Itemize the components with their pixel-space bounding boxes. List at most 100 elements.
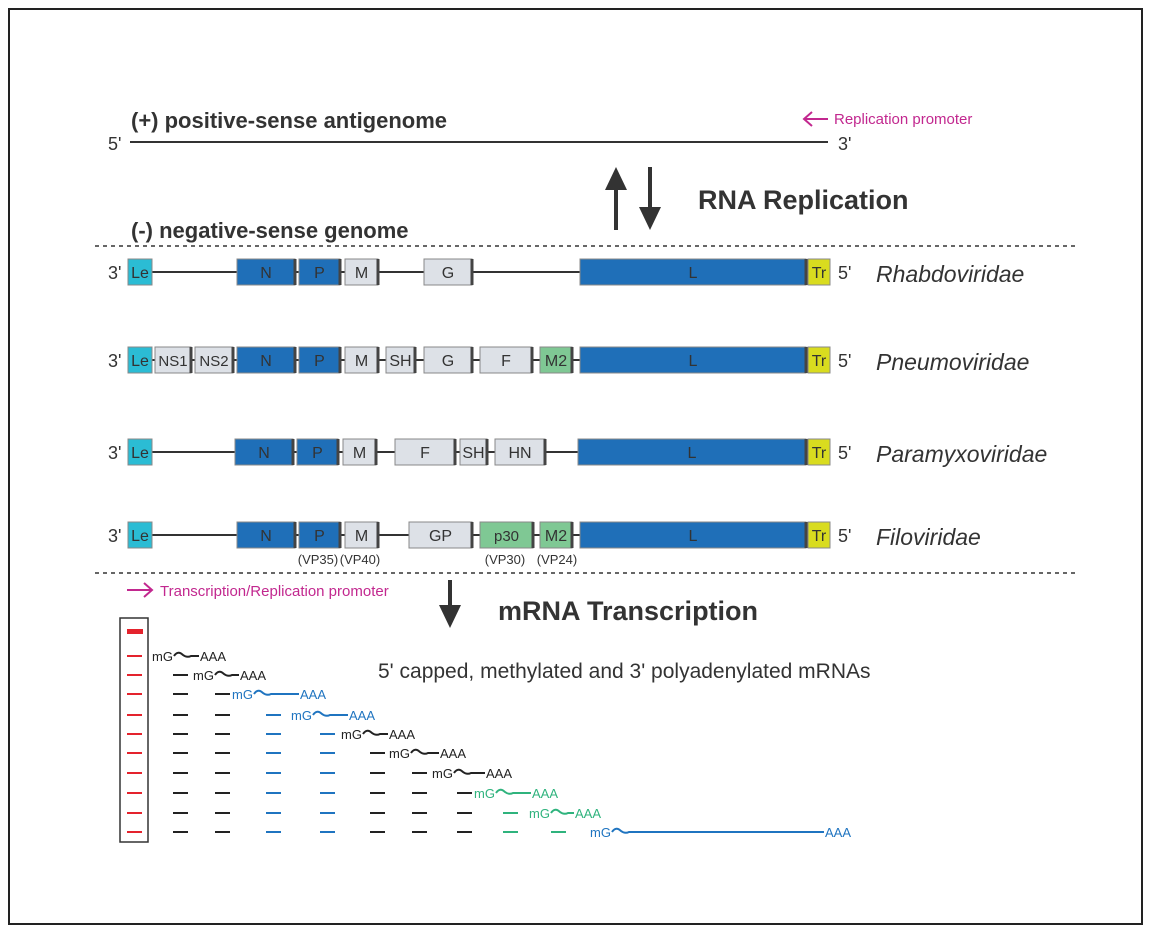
mrna-body (253, 689, 299, 696)
genome-3prime: 3' (108, 526, 121, 546)
mrna-body (550, 808, 574, 815)
gene-label: L (689, 528, 698, 545)
gene-l: L (579, 258, 808, 286)
mrna-cap: mG (291, 708, 312, 723)
genome-row-rhabdoviridae: 3' 5' Le N P M G L Tr Rhabdoviridae (108, 258, 1024, 287)
mrna-cap: mG (232, 687, 253, 702)
antigenome-3prime: 3' (838, 134, 851, 154)
gene-ns1: NS1 (154, 346, 193, 374)
mrna-row: mG AAA (127, 687, 326, 702)
mrna-polya: AAA (349, 708, 375, 723)
mrna-polya: AAA (440, 746, 466, 761)
gene-label: P (314, 528, 325, 545)
gene-label: Le (131, 265, 149, 282)
mrna-polya: AAA (240, 668, 266, 683)
mrna-cap: mG (432, 766, 453, 781)
family-name: Paramyxoviridae (876, 441, 1047, 467)
gene-p30: p30 (VP30) (479, 521, 535, 567)
gene-label: SH (462, 445, 484, 462)
mrna-polya: AAA (389, 727, 415, 742)
tr-promoter-label: Transcription/Replication promoter (160, 583, 389, 600)
mrna-polya: AAA (825, 825, 851, 840)
gene-m: M (344, 258, 380, 286)
mrna-polya: AAA (486, 766, 512, 781)
mrna-polya: AAA (200, 649, 226, 664)
mrna-row: mG AAA (127, 649, 226, 664)
replication-arrows-icon (605, 167, 661, 230)
gene-label: L (689, 265, 698, 282)
gene-p: P (296, 438, 340, 466)
gene-sh: SH (385, 346, 417, 374)
mrna-row: mG AAA (127, 806, 601, 821)
rna-replication-label: RNA Replication (698, 185, 909, 215)
mrna-cap: mG (341, 727, 362, 742)
gene-label: N (260, 528, 272, 545)
gene-alias: (VP30) (485, 552, 525, 567)
mrna-row: mG AAA (127, 825, 851, 840)
gene-le: Le (127, 258, 153, 286)
gene-label: GP (429, 528, 452, 545)
gene-n: N (236, 521, 297, 549)
gene-le: Le (127, 521, 153, 549)
antigenome-label: (+) positive-sense antigenome (131, 108, 447, 133)
gene-alias: (VP35) (298, 552, 338, 567)
gene-label: Le (131, 528, 149, 545)
gene-label: M (355, 528, 368, 545)
genome-row-pneumoviridae: 3' 5' Le NS1 NS2 N P M SH G F M2 L Tr Pneumoviridae (108, 346, 1029, 375)
genome-row-paramyxoviridae: 3' 5' Le N P M F SH HN L Tr Paramyxoviridae (108, 438, 1047, 467)
genome-3prime: 3' (108, 351, 121, 371)
mrna-body (453, 768, 485, 775)
gene-le: Le (127, 438, 153, 466)
mrna-cap: mG (590, 825, 611, 840)
gene-m2: M2 (539, 346, 574, 374)
gene-p: P (VP35) (298, 521, 342, 567)
gene-g: G (423, 346, 474, 374)
gene-label: Tr (812, 445, 827, 462)
family-name: Rhabdoviridae (876, 261, 1024, 287)
mrna-row: mG AAA (127, 786, 558, 801)
gene-label: G (442, 265, 454, 282)
mrna-polya: AAA (532, 786, 558, 801)
gene-n: N (236, 258, 297, 286)
genome-5prime: 5' (838, 443, 851, 463)
mrna-body (173, 651, 199, 658)
gene-p: P (298, 258, 342, 286)
gene-label: P (314, 353, 325, 370)
gene-f: F (394, 438, 457, 466)
mrna-cap: mG (193, 668, 214, 683)
mrna-body (312, 710, 348, 717)
family-name: Pneumoviridae (876, 349, 1029, 375)
gene-l: L (579, 346, 808, 374)
replication-promoter-arrow-icon (802, 111, 828, 127)
gene-alias: (VP24) (537, 552, 577, 567)
gene-p: P (298, 346, 342, 374)
gene-label: p30 (494, 528, 519, 545)
genome-row-filoviridae: 3' 5' Le N P (VP35) M (VP40) GP p30 (VP30) M2 (VP24)… (108, 521, 981, 567)
gene-g: G (423, 258, 474, 286)
gene-label: Le (131, 445, 149, 462)
gene-label: M2 (545, 353, 567, 370)
mrna-cap: mG (152, 649, 173, 664)
genome-3prime: 3' (108, 263, 121, 283)
mrna-row: mG AAA (127, 668, 266, 683)
replication-promoter-label: Replication promoter (834, 111, 972, 128)
gene-label: M (355, 265, 368, 282)
mrna-body (362, 729, 388, 736)
gene-ns2: NS2 (194, 346, 235, 374)
gene-m: M (344, 346, 380, 374)
genome-5prime: 5' (838, 526, 851, 546)
mrna-polya: AAA (300, 687, 326, 702)
gene-m: M (VP40) (340, 521, 380, 567)
gene-label: HN (508, 445, 531, 462)
mrna-body (611, 827, 824, 834)
antigenome-5prime: 5' (108, 134, 121, 154)
template-box (119, 617, 149, 843)
gene-label: N (260, 265, 272, 282)
genome-maps: 3' 5' Le N P M G L Tr Rhabdoviridae 3' 5' Le NS1 NS2 N P… (108, 258, 1047, 567)
mrna-body (214, 670, 239, 677)
mrna-body (495, 788, 531, 795)
tr-promoter-arrow-icon (127, 582, 154, 598)
mrna-transcription-label: mRNA Transcription (498, 596, 758, 626)
gene-l: L (577, 438, 808, 466)
